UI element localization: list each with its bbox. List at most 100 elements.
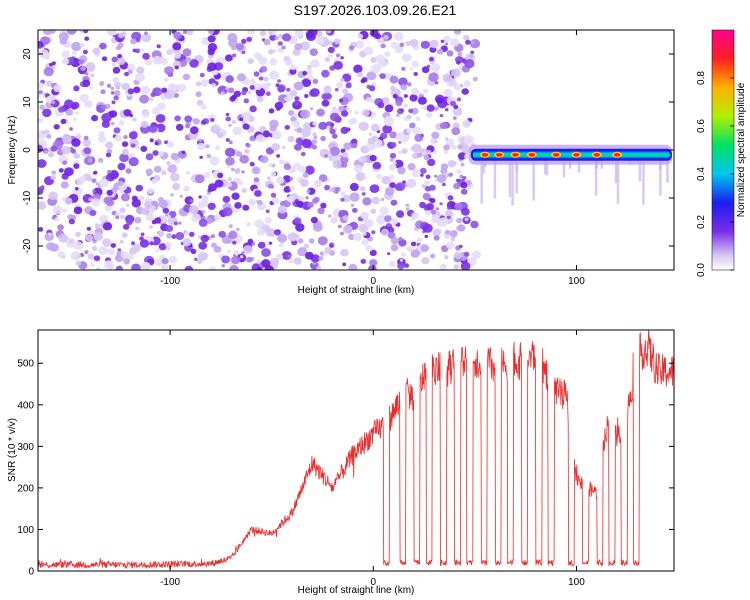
spectrogram-noise-blob — [295, 66, 299, 70]
snr-ytick-label: 0 — [28, 567, 34, 578]
spectrogram-noise-blob — [419, 167, 427, 174]
spectrogram-noise-blob — [421, 66, 430, 74]
spectrogram-noise-blob — [127, 63, 136, 71]
spectrogram-noise-blob — [87, 253, 95, 260]
spectrogram-noise-blob — [76, 133, 81, 137]
spectrogram-noise-blob — [335, 186, 341, 192]
spectrogram-noise-blob — [86, 226, 91, 231]
spectrogram-noise-blob — [362, 197, 372, 206]
spectrogram-noise-blob — [112, 77, 120, 84]
spectrogram-noise-blob — [409, 122, 416, 129]
spectrogram-noise-blob — [141, 33, 152, 43]
spectrogram-noise-blob — [244, 149, 250, 154]
spectrogram-noise-blob — [140, 145, 148, 152]
spectrogram-noise-blob — [460, 261, 471, 270]
spectrogram-noise-blob — [46, 134, 52, 139]
spectrogram-noise-blob — [312, 198, 319, 204]
spectrogram-noise-blob — [225, 138, 230, 142]
spectrogram-noise-blob — [426, 149, 432, 155]
spectrogram-noise-blob — [117, 248, 122, 252]
spectrogram-noise-blob — [439, 263, 448, 270]
spectrogram-noise-blob — [123, 258, 130, 265]
spectrogram-noise-blob — [438, 217, 449, 227]
spectrogram-noise-blob — [110, 121, 115, 126]
spectrogram-noise-blob — [407, 163, 416, 171]
spectrogram-noise-blob — [139, 239, 150, 248]
spectrogram-noise-blob — [72, 117, 77, 121]
spectrogram-noise-blob — [157, 102, 166, 110]
spectrogram-noise-blob — [254, 83, 262, 91]
spectrogram-noise-blob — [263, 39, 271, 46]
spectrogram-noise-blob — [165, 241, 172, 248]
spectrogram-noise-blob — [286, 195, 295, 203]
spectrogram-noise-blob — [326, 125, 331, 130]
spectrogram-noise-blob — [174, 65, 179, 70]
spectrogram-noise-blob — [307, 187, 316, 195]
spectrogram-noise-blob — [194, 174, 205, 184]
spectrogram-noise-blob — [443, 35, 451, 43]
spectrogram-noise-blob — [460, 188, 468, 195]
spectrogram-noise-blob — [71, 138, 81, 147]
spectrogram-noise-blob — [463, 80, 471, 88]
spectrogram-noise-blob — [38, 93, 41, 98]
spectrogram-noise-blob — [450, 68, 461, 78]
spectrogram-noise-blob — [370, 99, 376, 103]
spectrogram-noise-blob — [228, 123, 232, 127]
spectrogram-noise-blob — [447, 160, 456, 168]
spectrogram-noise-blob — [90, 73, 95, 78]
spectrogram-noise-blob — [226, 249, 231, 254]
spectrogram-noise-blob — [113, 127, 121, 134]
spectrogram-noise-blob — [198, 138, 202, 142]
spectrogram-noise-blob — [50, 100, 56, 105]
spectrogram-noise-blob — [382, 230, 387, 234]
spectrogram-noise-blob — [235, 43, 244, 51]
spectrogram-noise-blob — [296, 127, 303, 134]
snr-ytick-label: 500 — [17, 359, 34, 370]
spectrogram-noise-blob — [361, 239, 369, 246]
spectrogram-noise-blob — [185, 57, 192, 63]
spectrogram-noise-blob — [198, 241, 208, 250]
spectrogram-noise-blob — [429, 253, 436, 259]
spectrogram-noise-blob — [38, 144, 43, 153]
spectrogram-noise-blob — [82, 79, 91, 88]
spectrogram-noise-blob — [206, 153, 212, 159]
spectrogram-noise-blob — [61, 58, 70, 65]
spectrogram-noise-blob — [453, 182, 461, 190]
spectrogram-noise-blob — [334, 127, 338, 131]
spectrogram-noise-blob — [368, 132, 373, 136]
spectrogram-noise-blob — [91, 114, 99, 122]
spectrogram-noise-blob — [75, 260, 82, 266]
spectrogram-noise-blob — [170, 152, 180, 161]
spectrogram-noise-blob — [243, 245, 253, 254]
spectrogram-noise-blob — [456, 169, 462, 175]
spectrogram-noise-blob — [340, 248, 349, 257]
spectrogram-noise-blob — [262, 130, 271, 138]
spectrogram-noise-blob — [225, 157, 235, 166]
spectrogram-noise-blob — [389, 175, 395, 180]
spectrogram-noise-blob — [125, 168, 132, 174]
spectrogram-noise-blob — [182, 48, 192, 57]
spectrogram-noise-blob — [357, 71, 363, 78]
spectrogram-noise-blob — [431, 131, 440, 139]
spectrogram-noise-blob — [73, 241, 83, 250]
spectrogram-noise-blob — [440, 39, 445, 43]
spectrogram-noise-blob — [444, 108, 449, 112]
spectrogram-noise-blob — [122, 223, 130, 230]
spectrogram-noise-blob — [318, 121, 328, 130]
spectrogram-noise-blob — [461, 88, 469, 95]
spectrogram-noise-blob — [334, 38, 341, 45]
spectrogram-noise-blob — [197, 201, 206, 209]
spectrogram-noise-blob — [58, 168, 64, 173]
spectrogram-noise-blob — [270, 192, 277, 198]
spectrogram-noise-blob — [283, 186, 292, 193]
spectrogram-noise-blob — [461, 119, 471, 129]
spectrogram-noise-blob — [355, 171, 366, 182]
figure-title: S197.2026.103.09.26.E21 — [294, 2, 457, 18]
spectrogram-noise-blob — [440, 163, 448, 170]
spectrogram-noise-blob — [208, 266, 217, 270]
spectrogram-noise-blob — [224, 147, 236, 157]
spectrogram-noise-blob — [98, 178, 109, 188]
spectrogram-noise-blob — [106, 189, 113, 196]
spectrogram-noise-blob — [302, 70, 308, 76]
